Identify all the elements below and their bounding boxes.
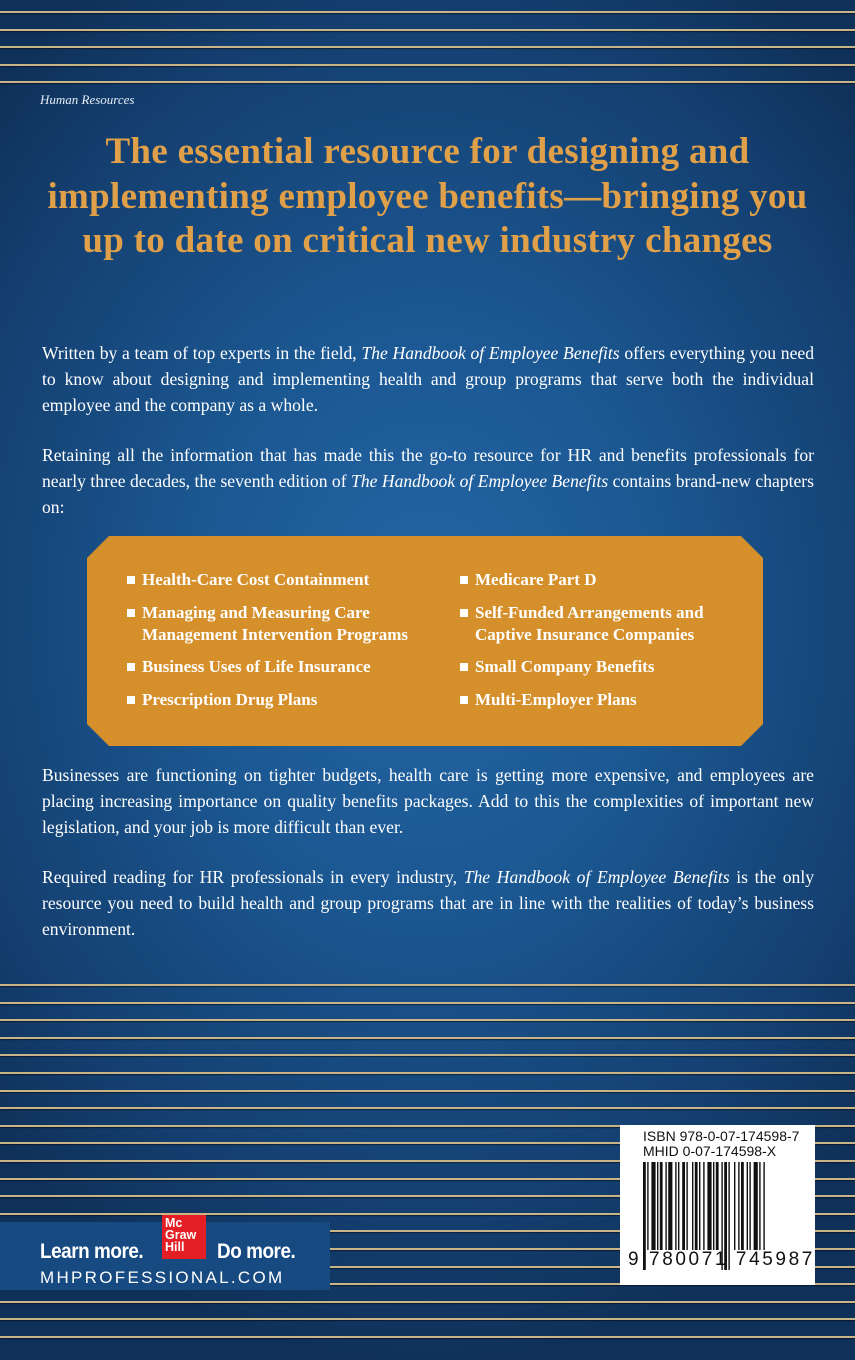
stripe <box>0 1019 855 1021</box>
book-title: The Handbook of Employee Benefits <box>463 867 730 887</box>
barcode-label: ISBN 978-0-07-174598-7 MHID 0-07-174598-… <box>620 1125 815 1285</box>
chapter-item: Managing and Measuring Care Management I… <box>127 602 447 646</box>
stripe <box>0 63 855 66</box>
barcode-bar <box>721 1162 723 1270</box>
stripe <box>0 1230 855 1232</box>
stripe <box>0 1037 855 1039</box>
stripe <box>0 1054 855 1056</box>
headline: The essential resource for designing and… <box>47 131 808 261</box>
barcode-bar <box>703 1162 705 1250</box>
stripe <box>0 1090 855 1092</box>
chapters-left-column: Health-Care Cost Containment Managing and… <box>127 569 447 721</box>
paragraph-intro: Written by a team of top experts in the … <box>42 343 815 415</box>
barcode-bar <box>734 1162 736 1250</box>
chapter-item: Multi-Employer Plans <box>460 689 760 711</box>
tagline-left: Learn more. <box>40 1240 144 1263</box>
stripe <box>0 1142 855 1144</box>
stripe <box>0 46 855 49</box>
barcode-bar <box>657 1162 659 1250</box>
barcode-bars <box>643 1162 765 1270</box>
barcode-bar <box>738 1162 740 1250</box>
barcode-bar <box>668 1162 673 1250</box>
barcode-bar <box>699 1162 701 1250</box>
stripe <box>0 1336 855 1338</box>
chapter-item: Self-Funded Arrangements and Captive Ins… <box>460 602 760 646</box>
paragraph-conclusion: Required reading for HR professionals in… <box>42 867 815 939</box>
bullet-icon <box>127 696 135 704</box>
stripe <box>0 1107 855 1109</box>
chapter-item: Business Uses of Life Insurance <box>127 656 447 678</box>
stripe <box>0 1002 855 1004</box>
book-title: The Handbook of Employee Benefits <box>361 343 620 363</box>
website-url: MHPROFESSIONAL.COM <box>40 1268 285 1287</box>
barcode-bar <box>643 1162 646 1270</box>
bullet-icon <box>127 609 135 617</box>
bullet-icon <box>460 663 468 671</box>
isbn-text: ISBN 978-0-07-174598-7 <box>643 1128 800 1144</box>
category-label: Human Resources <box>40 92 135 107</box>
bullet-icon <box>460 609 468 617</box>
barcode-bar <box>647 1162 649 1250</box>
stripe <box>0 1301 855 1303</box>
barcode-bar <box>759 1162 761 1250</box>
stripe <box>0 1195 855 1197</box>
barcode-bar <box>749 1162 751 1250</box>
bullet-icon <box>127 663 135 671</box>
stripe <box>0 81 855 84</box>
barcode-bar <box>715 1162 719 1250</box>
chapter-item: Small Company Benefits <box>460 656 760 678</box>
barcode-bar <box>659 1162 663 1250</box>
chapter-item: Medicare Part D <box>460 569 760 591</box>
barcode-bar <box>682 1162 685 1250</box>
barcode-bar <box>692 1162 694 1250</box>
stripe <box>0 984 855 986</box>
barcode-bar <box>713 1162 715 1250</box>
stripe <box>0 1072 855 1074</box>
bullet-icon <box>460 576 468 584</box>
barcode-bar <box>675 1162 677 1250</box>
stripe <box>0 11 855 13</box>
book-title: The Handbook of Employee Benefits <box>351 471 609 491</box>
stripe <box>0 1318 855 1320</box>
stripe <box>0 1248 855 1250</box>
bullet-icon <box>127 576 135 584</box>
stripe <box>0 1125 855 1127</box>
barcode-bar <box>753 1162 758 1250</box>
barcode-bar <box>694 1162 698 1250</box>
barcode-bar <box>678 1162 680 1250</box>
chapters-box: Health-Care Cost Containment Managing and… <box>87 536 763 746</box>
stripe <box>0 28 855 31</box>
mhid-text: MHID 0-07-174598-X <box>643 1143 777 1159</box>
stripe <box>0 1213 855 1215</box>
chapters-right-column: Medicare Part D Self-Funded Arrangements … <box>460 569 760 721</box>
barcode-bar <box>707 1162 712 1250</box>
barcode-bar <box>728 1162 730 1270</box>
barcode-digits: 9 780071 745987 <box>628 1249 815 1270</box>
bullet-icon <box>460 696 468 704</box>
tagline-right: Do more. <box>217 1240 296 1263</box>
mcgraw-hill-logo: Mc Graw Hill <box>162 1215 206 1259</box>
paragraph-challenges: Businesses are functioning on tighter bu… <box>42 765 814 837</box>
barcode-bar <box>746 1162 748 1250</box>
stripe <box>0 1178 855 1180</box>
chapter-item: Health-Care Cost Containment <box>127 569 447 591</box>
barcode-bar <box>651 1162 656 1250</box>
stripe <box>0 1266 855 1268</box>
barcode-bar <box>686 1162 688 1250</box>
barcode-bar <box>724 1162 727 1270</box>
paragraph-edition: Retaining all the information that has m… <box>42 445 814 517</box>
stripe <box>0 1160 855 1162</box>
chapter-item: Prescription Drug Plans <box>127 689 447 711</box>
barcode-bar <box>665 1162 667 1250</box>
stripe <box>0 1283 855 1285</box>
barcode-bar <box>763 1162 765 1250</box>
barcode-bar <box>741 1162 744 1250</box>
